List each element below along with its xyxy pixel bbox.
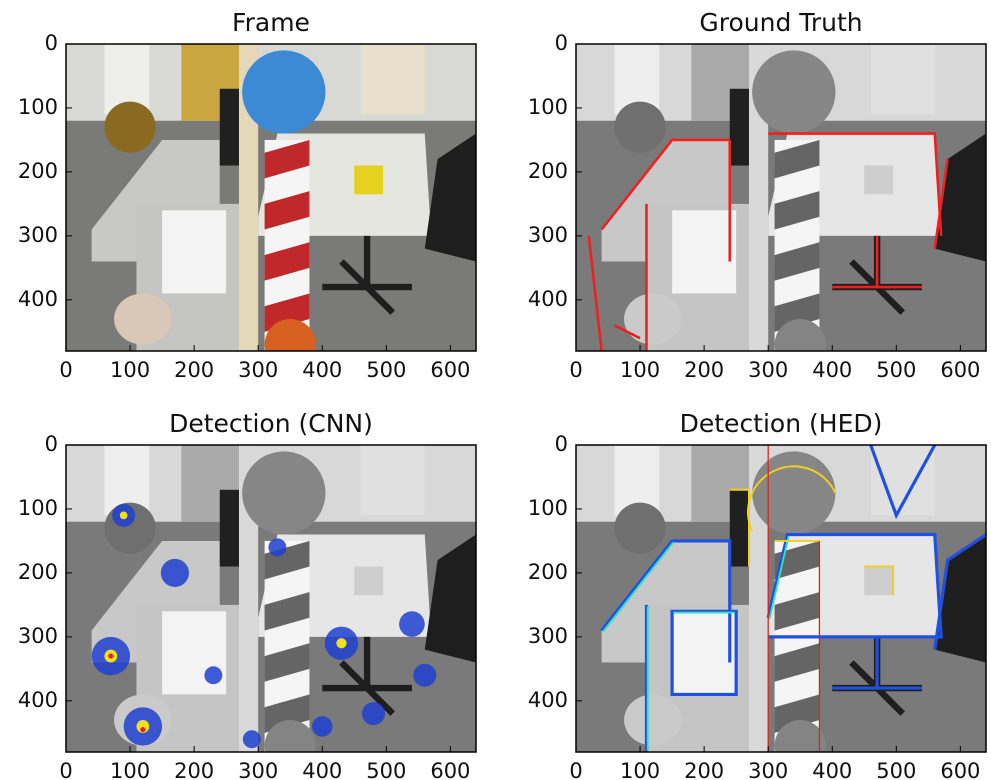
y-tick-label: 300 — [528, 624, 568, 648]
x-tick-label: 300 — [238, 759, 278, 780]
x-tick-label: 100 — [110, 358, 150, 382]
y-tick-label: 200 — [18, 159, 58, 183]
y-tick-label: 100 — [18, 496, 58, 520]
x-tick-label: 200 — [174, 358, 214, 382]
y-tick-label: 400 — [18, 287, 58, 311]
x-tick-label: 200 — [684, 759, 724, 780]
y-tick-label: 0 — [555, 31, 568, 55]
panel: Detection (HED) 0 100 200 300 400 500 600 0 100 20… — [528, 409, 986, 780]
y-tick-label: 0 — [45, 432, 58, 456]
y-tick-label: 400 — [528, 688, 568, 712]
x-tick-label: 0 — [59, 358, 72, 382]
panel-image — [66, 445, 476, 771]
x-tick-label: 500 — [876, 759, 916, 780]
y-tick-label: 0 — [45, 31, 58, 55]
panel-title: Frame — [232, 8, 310, 37]
x-tick-label: 500 — [366, 358, 406, 382]
y-tick-label: 300 — [528, 223, 568, 247]
panel-title: Ground Truth — [699, 8, 862, 37]
panel: Ground Truth 0 100 200 300 400 500 600 0 100 200 30… — [528, 8, 986, 382]
x-tick-label: 100 — [620, 358, 660, 382]
x-tick-label: 500 — [876, 358, 916, 382]
y-tick-label: 100 — [528, 95, 568, 119]
panel-image — [576, 445, 986, 771]
y-tick-label: 200 — [528, 159, 568, 183]
x-tick-label: 100 — [110, 759, 150, 780]
x-tick-label: 500 — [366, 759, 406, 780]
x-tick-label: 100 — [620, 759, 660, 780]
x-tick-label: 0 — [569, 759, 582, 780]
x-tick-label: 300 — [748, 358, 788, 382]
panel: Detection (CNN) 0 100 200 300 400 500 600 0 100 20… — [18, 409, 476, 780]
x-tick-label: 300 — [748, 759, 788, 780]
x-tick-label: 300 — [238, 358, 278, 382]
x-tick-label: 0 — [569, 358, 582, 382]
y-tick-label: 100 — [528, 496, 568, 520]
x-tick-label: 400 — [812, 358, 852, 382]
y-tick-label: 400 — [18, 688, 58, 712]
panel-title: Detection (CNN) — [169, 409, 373, 438]
x-tick-label: 600 — [430, 358, 470, 382]
panel-title: Detection (HED) — [680, 409, 883, 438]
x-tick-label: 600 — [430, 759, 470, 780]
panel-image — [576, 44, 986, 370]
x-tick-label: 600 — [940, 759, 980, 780]
x-tick-label: 200 — [174, 759, 214, 780]
y-tick-label: 200 — [528, 560, 568, 584]
panel-image — [66, 44, 476, 370]
x-tick-label: 400 — [302, 759, 342, 780]
x-tick-label: 400 — [302, 358, 342, 382]
y-tick-label: 200 — [18, 560, 58, 584]
x-tick-label: 200 — [684, 358, 724, 382]
panel: Frame 0 100 200 300 400 500 600 0 100 200 300 400 — [18, 8, 476, 382]
y-tick-label: 400 — [528, 287, 568, 311]
x-tick-label: 600 — [940, 358, 980, 382]
y-tick-label: 0 — [555, 432, 568, 456]
figure: Frame01002003004005006000100200300400Gro… — [0, 0, 991, 780]
y-tick-label: 100 — [18, 95, 58, 119]
x-tick-label: 400 — [812, 759, 852, 780]
y-tick-label: 300 — [18, 223, 58, 247]
x-tick-label: 0 — [59, 759, 72, 780]
y-tick-label: 300 — [18, 624, 58, 648]
